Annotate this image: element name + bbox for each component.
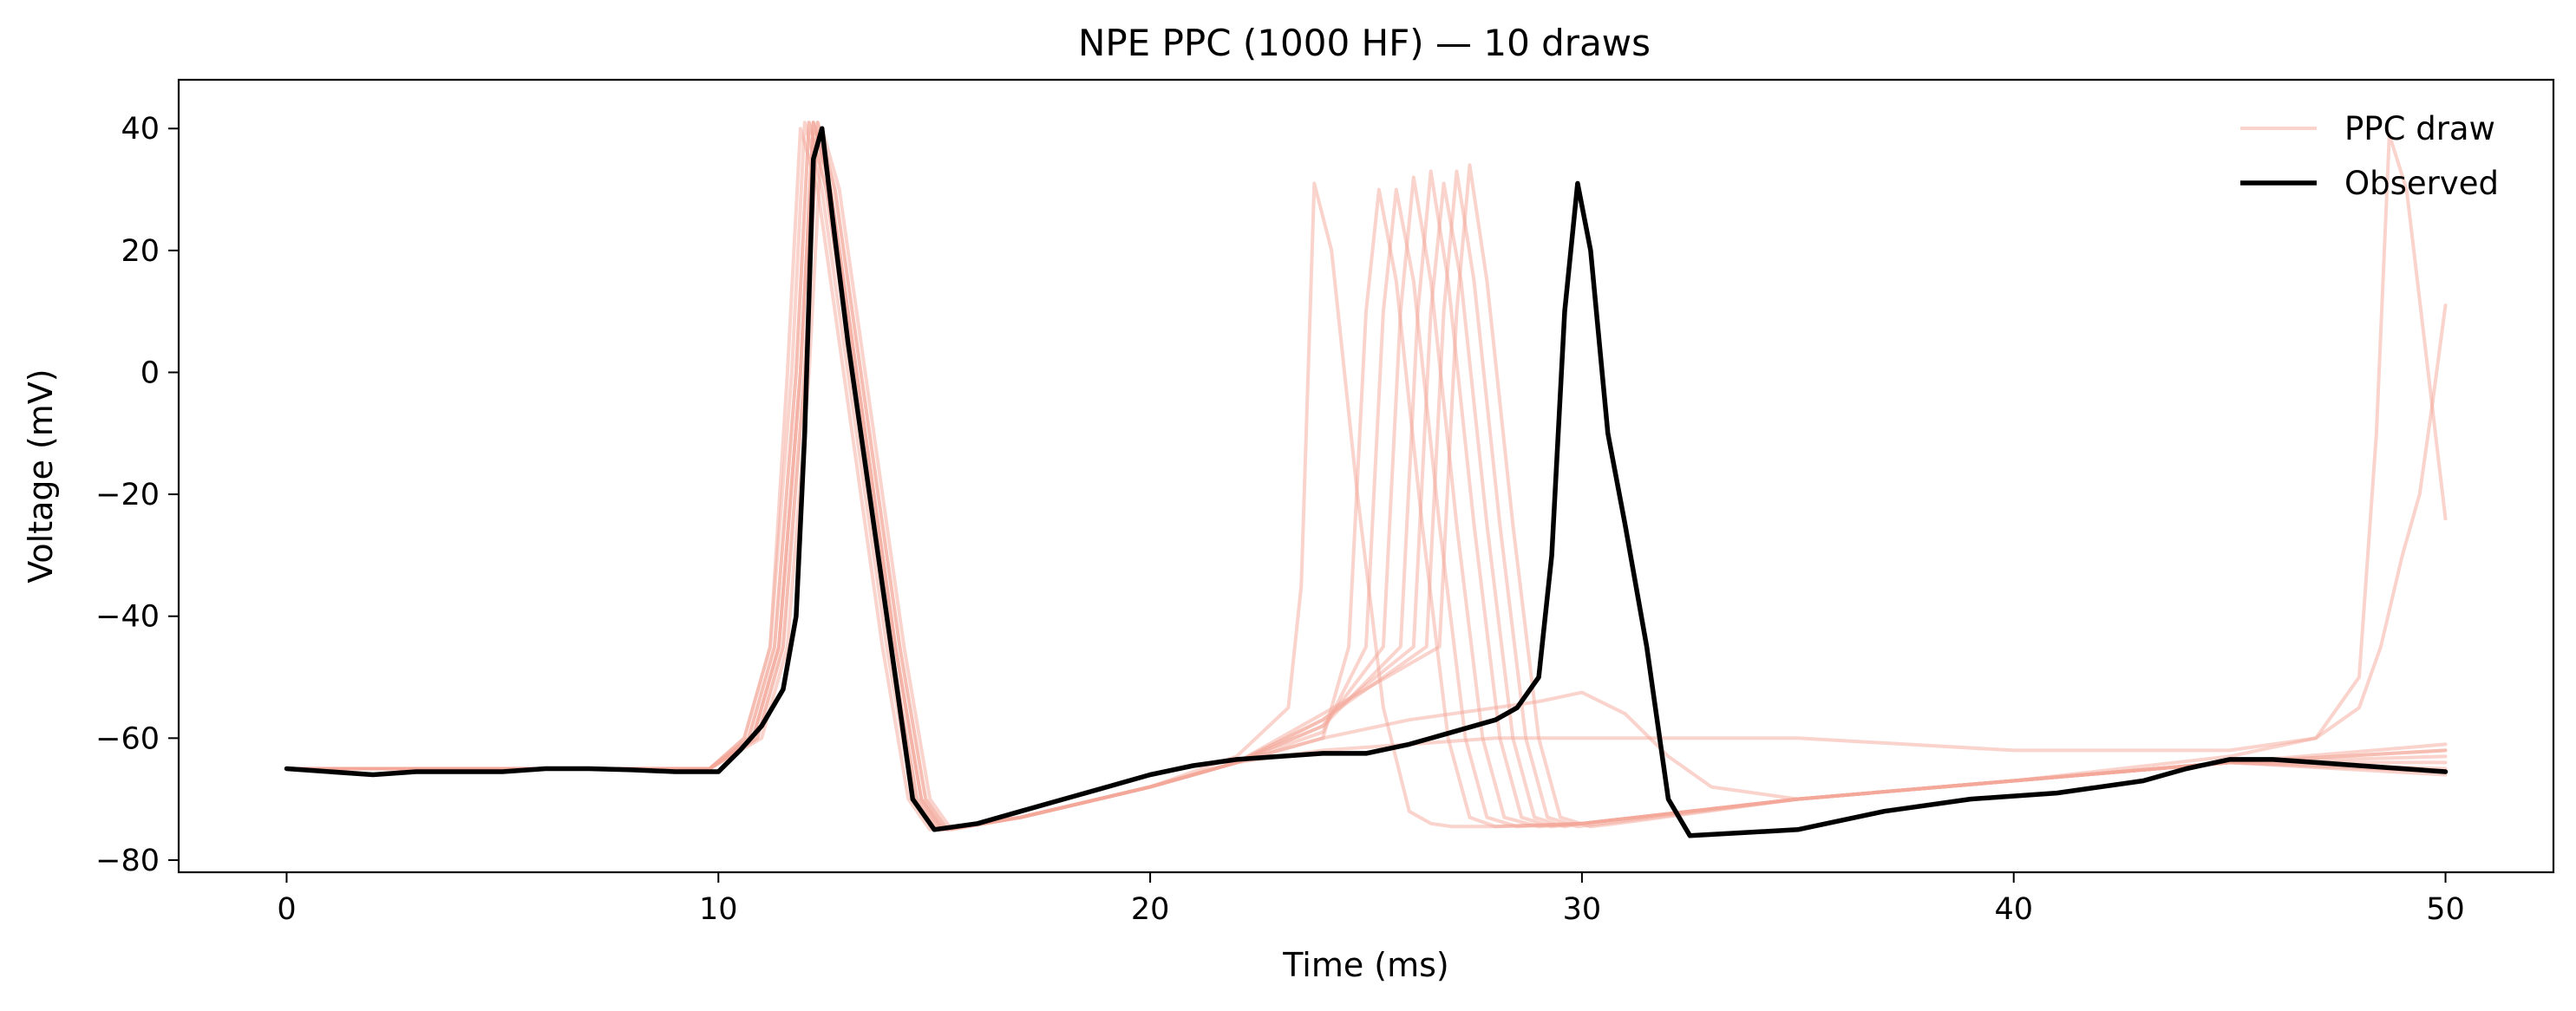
ppc-draw-line-1 <box>284 127 2448 832</box>
legend-label-observed: Observed <box>2344 165 2499 202</box>
ppc-draw-line-4 <box>284 121 2448 832</box>
x-axis: 0 10 20 30 40 50 <box>277 872 2465 927</box>
y-axis-label: Voltage (mV) <box>22 369 60 583</box>
x-axis-label: Time (ms) <box>1282 946 1449 984</box>
x-tick-label: 50 <box>2426 892 2465 927</box>
y-axis: −80 −60 −40 −20 0 20 40 <box>95 112 179 878</box>
chart-title: NPE PPC (1000 HF) — 10 draws <box>1078 22 1651 64</box>
x-tick-label: 20 <box>1131 892 1170 927</box>
ppc-draw-line-5 <box>284 121 2448 832</box>
y-tick-label: 0 <box>141 355 160 390</box>
series-layer <box>284 121 2449 838</box>
ppc-draw-line-10 <box>284 121 2448 832</box>
observed-line <box>284 126 2449 838</box>
legend-label-ppc-draw: PPC draw <box>2344 110 2495 147</box>
ppc-draw-line-8 <box>284 121 2448 832</box>
y-tick-label: −80 <box>95 844 160 878</box>
y-tick-label: 40 <box>121 112 160 147</box>
y-tick-label: −40 <box>95 600 160 635</box>
ppc-draw-line-2 <box>284 121 2448 832</box>
x-tick-label: 0 <box>277 892 296 927</box>
x-tick-label: 30 <box>1563 892 1602 927</box>
y-tick-label: −20 <box>95 478 160 512</box>
y-tick-label: 20 <box>121 234 160 269</box>
ppc-draw-line-7 <box>284 121 2448 832</box>
ppc-draw-line-9 <box>284 121 2448 832</box>
y-tick-label: −60 <box>95 721 160 756</box>
x-tick-label: 10 <box>699 892 738 927</box>
ppc-draw-line-6 <box>284 127 2448 832</box>
ppc-draw-line-3 <box>284 121 2448 832</box>
legend: PPC draw Observed <box>2240 110 2499 202</box>
x-tick-label: 40 <box>1994 892 2033 927</box>
plot-frame <box>177 78 2555 874</box>
